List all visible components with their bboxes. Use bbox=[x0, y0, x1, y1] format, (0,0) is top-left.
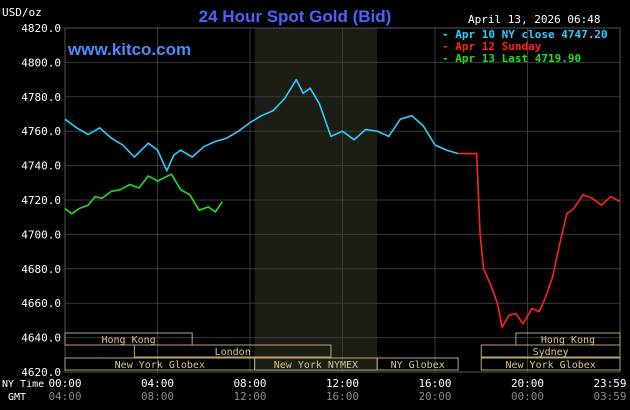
chart-title: 24 Hour Spot Gold (Bid) bbox=[199, 7, 392, 26]
x-tick-label-gmt: 03:59 bbox=[593, 390, 626, 403]
session-label: New York Globex bbox=[505, 360, 595, 371]
x-tick-label-gmt: 00:00 bbox=[511, 390, 544, 403]
session-label: Hong Kong bbox=[541, 335, 595, 346]
legend-apr13: - Apr 13 Last 4719.90 bbox=[442, 52, 581, 65]
x-tick-label-gmt: 12:00 bbox=[233, 390, 266, 403]
x-tick-label-gmt: 16:00 bbox=[326, 390, 359, 403]
session-label: New York NYMEX bbox=[274, 360, 358, 371]
watermark: www.kitco.com bbox=[67, 40, 191, 59]
x-tick-label-ny: 23:59 bbox=[593, 377, 626, 390]
plot-frame bbox=[64, 27, 621, 373]
x-tick-label-ny: 20:00 bbox=[511, 377, 544, 390]
datetime-label: April 13, 2026 06:48 bbox=[468, 13, 600, 26]
y-tick-label: 4800.0 bbox=[21, 56, 61, 69]
y-tick-label: 4780.0 bbox=[21, 91, 61, 104]
session-box bbox=[376, 357, 459, 371]
legend-apr10: - Apr 10 NY close 4747.20 bbox=[442, 28, 608, 41]
y-tick-label: 4740.0 bbox=[21, 160, 61, 173]
session-box bbox=[64, 332, 193, 346]
x-tick-label-ny: 12:00 bbox=[326, 377, 359, 390]
unit-label: USD/oz bbox=[2, 6, 42, 19]
legend: - Apr 10 NY close 4747.20 - Apr 12 Sunda… bbox=[442, 28, 608, 65]
x-tick-label-gmt: 20:00 bbox=[418, 390, 451, 403]
series-line-apr12 bbox=[458, 152, 621, 329]
x-tick-label-ny: 08:00 bbox=[233, 377, 266, 390]
y-tick-label: 4620.0 bbox=[21, 366, 61, 379]
y-tick-label: 4700.0 bbox=[21, 228, 61, 241]
x-tick-label-ny: 16:00 bbox=[418, 377, 451, 390]
session-box bbox=[480, 357, 621, 371]
series-line-apr10 bbox=[64, 78, 459, 172]
y-tick-label: 4760.0 bbox=[21, 125, 61, 138]
ny-time-label: NY Time bbox=[2, 379, 44, 390]
session-label: London bbox=[215, 347, 251, 358]
session-label: Sydney bbox=[533, 347, 569, 358]
series-line-apr13 bbox=[64, 173, 223, 215]
legend-apr12: - Apr 12 Sunday bbox=[442, 40, 542, 53]
session-label: Hong Kong bbox=[102, 335, 156, 346]
x-tick-label-ny: 04:00 bbox=[141, 377, 174, 390]
y-tick-label: 4660.0 bbox=[21, 297, 61, 310]
y-tick-label: 4640.0 bbox=[21, 332, 61, 345]
y-tick-label: 4680.0 bbox=[21, 263, 61, 276]
x-tick-label-ny: 00:00 bbox=[48, 377, 81, 390]
session-box bbox=[480, 344, 621, 358]
y-tick-label: 4820.0 bbox=[21, 22, 61, 35]
x-tick-label-gmt: 04:00 bbox=[48, 390, 81, 403]
session-box bbox=[133, 344, 332, 358]
session-label: New York Globex bbox=[115, 360, 205, 371]
gmt-label: GMT bbox=[8, 392, 26, 403]
x-tick-label-gmt: 08:00 bbox=[141, 390, 174, 403]
session-label: NY Globex bbox=[391, 360, 445, 371]
y-tick-label: 4720.0 bbox=[21, 194, 61, 207]
